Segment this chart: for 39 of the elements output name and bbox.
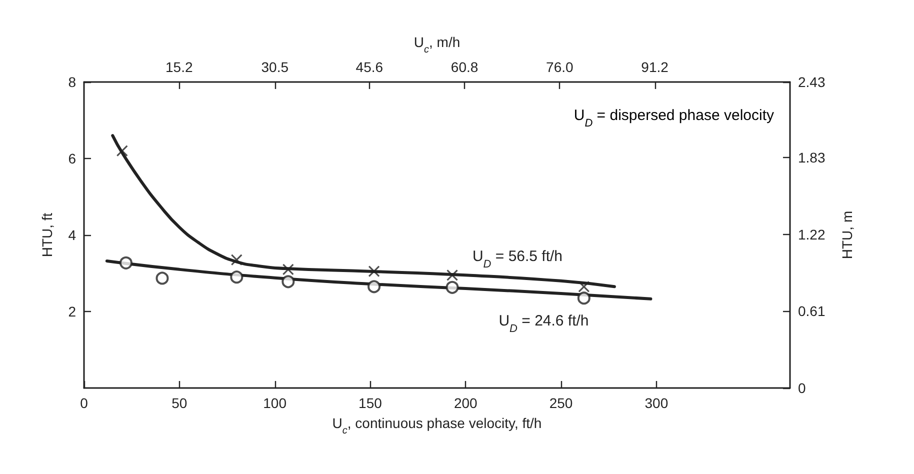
x2-tick-label: 76.0	[546, 59, 574, 75]
y-axis-title: HTU, ft	[39, 212, 55, 258]
x-tick-label: 200	[454, 395, 478, 411]
y2-tick-label: 1.83	[798, 150, 826, 166]
x2-tick-label: 45.6	[356, 59, 384, 75]
point	[156, 272, 169, 285]
point	[230, 270, 244, 284]
point	[446, 269, 458, 281]
y2-tick-label: 1.22	[798, 226, 826, 242]
line-series	[111, 134, 616, 288]
x2-tick-label: 91.2	[641, 59, 669, 75]
y-tick-label: 8	[68, 74, 76, 90]
point	[230, 254, 242, 266]
point	[368, 280, 381, 294]
x2-tick-label: 15.2	[166, 59, 193, 75]
x-tick-label: 50	[172, 395, 188, 411]
point	[368, 266, 380, 278]
x2-tick-label: 60.8	[450, 59, 478, 75]
y-tick-label: 4	[68, 227, 76, 243]
point	[282, 264, 294, 276]
y-tick-label: 2	[68, 304, 76, 320]
x2-tick-label: 30.5	[261, 59, 289, 75]
x-tick-label: 0	[80, 395, 88, 411]
y2-axis-title: HTU, m	[839, 210, 855, 260]
point	[116, 145, 128, 157]
x-tick-label: 250	[549, 395, 573, 411]
line-series	[105, 260, 652, 300]
x-tick-label: 300	[644, 395, 668, 411]
x-tick-label: 150	[358, 395, 382, 411]
point	[446, 280, 459, 294]
y2-tick-label: 2.43	[798, 74, 826, 90]
x-tick-label: 100	[263, 395, 287, 411]
point	[577, 292, 590, 305]
y2-tick-label: 0	[798, 380, 806, 396]
point	[578, 280, 590, 292]
y-tick-label: 6	[68, 150, 76, 166]
point	[119, 256, 132, 270]
y2-tick-label: 0.61	[798, 303, 826, 320]
point	[282, 275, 295, 288]
